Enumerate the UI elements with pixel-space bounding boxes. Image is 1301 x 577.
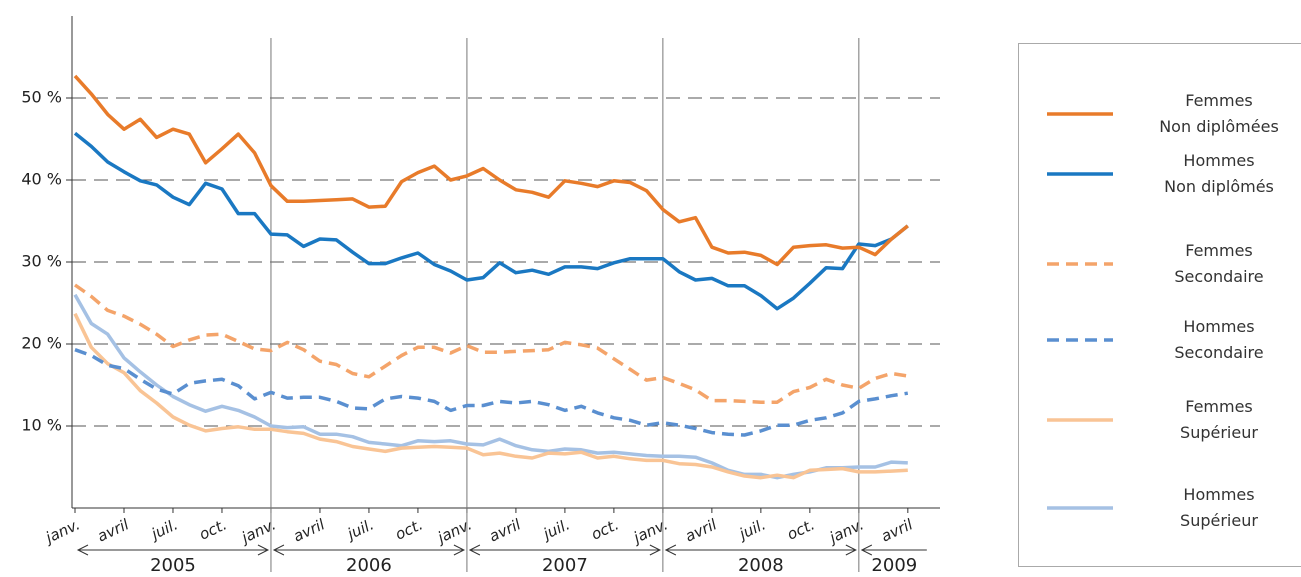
x-tick-label: juil. (343, 515, 377, 543)
year-label: 2007 (542, 555, 588, 576)
x-tick-label: avril (290, 515, 328, 545)
x-tick-label: oct. (392, 515, 425, 543)
x-tick-label: janv. (825, 515, 866, 547)
arrow-head (272, 544, 285, 556)
year-label: 2006 (346, 555, 392, 576)
x-tick-label: oct. (784, 515, 817, 543)
chart: 10 %20 %30 %40 %50 %janv. avril juil. oct. j… (21, 16, 940, 576)
year-label: 2005 (150, 555, 196, 576)
y-tick-label: 50 % (21, 88, 62, 107)
legend-swatch (1047, 172, 1113, 176)
series-line (73, 283, 909, 404)
year-label: 2008 (738, 555, 784, 576)
series-line (73, 131, 909, 311)
arrow-head (257, 544, 270, 556)
series-line (73, 312, 908, 480)
x-tick-label: avril (486, 515, 524, 545)
x-tick-label: juil. (539, 515, 573, 543)
legend-label: Hommes Non diplômés (1164, 151, 1274, 196)
legend-item: Femmes Secondaire (1019, 238, 1301, 298)
legend-label: Hommes Supérieur (1180, 485, 1258, 530)
x-tick-label: janv. (629, 515, 670, 547)
legend-swatch (1047, 506, 1113, 510)
arrow-head (453, 544, 466, 556)
arrow-head (468, 544, 481, 556)
legend-item: Femmes Non diplômées (1019, 88, 1301, 148)
series-line (73, 293, 908, 480)
arrow-head (649, 544, 661, 556)
legend: Femmes Non diplômées Hommes Non diplômés F… (1018, 43, 1301, 567)
year-label: 2009 (871, 555, 917, 576)
arrow-head (76, 544, 89, 556)
legend-item: Hommes Secondaire (1019, 314, 1301, 374)
x-tick-label: janv. (237, 515, 278, 547)
legend-item: Femmes Supérieur (1019, 394, 1301, 454)
x-tick-label: oct. (588, 515, 621, 543)
y-tick-label: 10 % (21, 416, 62, 435)
x-tick-label: juil. (735, 515, 769, 543)
x-tick-label: avril (94, 515, 132, 545)
legend-label: Hommes Secondaire (1174, 317, 1264, 362)
x-tick-label: avril (682, 515, 720, 545)
legend-item: Hommes Supérieur (1019, 482, 1301, 542)
x-tick-label: oct. (197, 515, 230, 543)
legend-swatch (1047, 112, 1113, 116)
x-tick-label: juil. (147, 515, 181, 543)
series-line (73, 74, 909, 267)
x-tick-label: janv. (433, 515, 474, 547)
legend-swatch (1047, 262, 1113, 266)
legend-label: Femmes Secondaire (1174, 241, 1264, 286)
x-tick-label: janv. (41, 515, 82, 547)
legend-item: Hommes Non diplômés (1019, 148, 1301, 208)
x-tick-label: avril (878, 515, 916, 545)
legend-label: Femmes Non diplômées (1159, 91, 1279, 136)
y-tick-label: 20 % (21, 334, 62, 353)
arrow-head (845, 544, 857, 556)
arrow-head (664, 544, 677, 556)
y-tick-label: 30 % (21, 252, 62, 271)
legend-label: Femmes Supérieur (1180, 397, 1258, 442)
legend-swatch (1047, 338, 1113, 342)
y-tick-label: 40 % (21, 170, 62, 189)
arrow-head (860, 544, 873, 556)
legend-swatch (1047, 418, 1113, 422)
series-line (74, 348, 909, 437)
